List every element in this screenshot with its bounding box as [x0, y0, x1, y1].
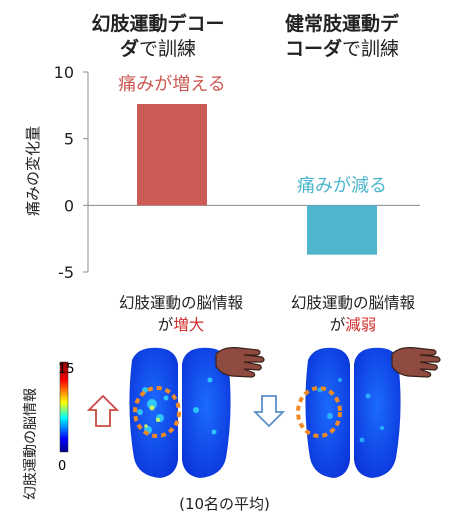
colorbar-max-label: 15 — [58, 362, 75, 377]
colorbar-min-label: 0 — [58, 459, 66, 474]
left-header-line1: 幻肢運動デコー — [91, 13, 225, 35]
right-condition-header: 健常肢運動デ コーダで訓練 — [262, 12, 422, 62]
bar — [307, 205, 377, 255]
bar-annotation: 痛みが増える — [118, 74, 225, 95]
brain-figure: 15 0 — [58, 347, 441, 478]
y-tick-label: -5 — [58, 263, 74, 282]
left-caption-emphasis: 増大 — [173, 316, 205, 334]
left-header-line2-light: で訓練 — [139, 38, 197, 60]
right-caption-emphasis: 減弱 — [345, 316, 377, 334]
right-brain — [296, 347, 401, 478]
right-brain-caption: 幻肢運動の脳情報 が減弱 — [268, 292, 438, 336]
right-hand-icon — [391, 347, 441, 378]
right-header-line2-bold: コーダ — [284, 38, 342, 60]
right-header-line2-light: で訓練 — [342, 38, 400, 60]
right-caption-line1: 幻肢運動の脳情報 — [290, 294, 415, 312]
bar-annotation: 痛みが減る — [297, 175, 387, 196]
right-highlight-circle — [296, 386, 342, 438]
bar — [137, 104, 207, 206]
left-caption-pre: が — [157, 316, 174, 334]
y-tick-label: 5 — [64, 130, 74, 149]
left-condition-header: 幻肢運動デコー ダで訓練 — [82, 12, 234, 62]
y-tick-label: 0 — [64, 196, 74, 215]
decrease-arrow-icon — [252, 395, 286, 428]
left-caption-line1: 幻肢運動の脳情報 — [118, 294, 243, 312]
y-tick-label: 10 — [54, 63, 74, 82]
left-hand-icon — [215, 347, 265, 378]
left-brain-caption: 幻肢運動の脳情報 が増大 — [96, 292, 266, 336]
right-header-line1: 健常肢運動デ — [284, 13, 399, 35]
left-highlight-circle — [133, 386, 181, 438]
footer-note: (10名の平均) — [179, 495, 270, 513]
left-brain — [129, 347, 231, 478]
left-header-line2-bold: ダ — [119, 38, 139, 60]
increase-arrow-icon — [86, 394, 120, 427]
right-caption-pre: が — [329, 316, 346, 334]
colorbar — [59, 361, 69, 453]
